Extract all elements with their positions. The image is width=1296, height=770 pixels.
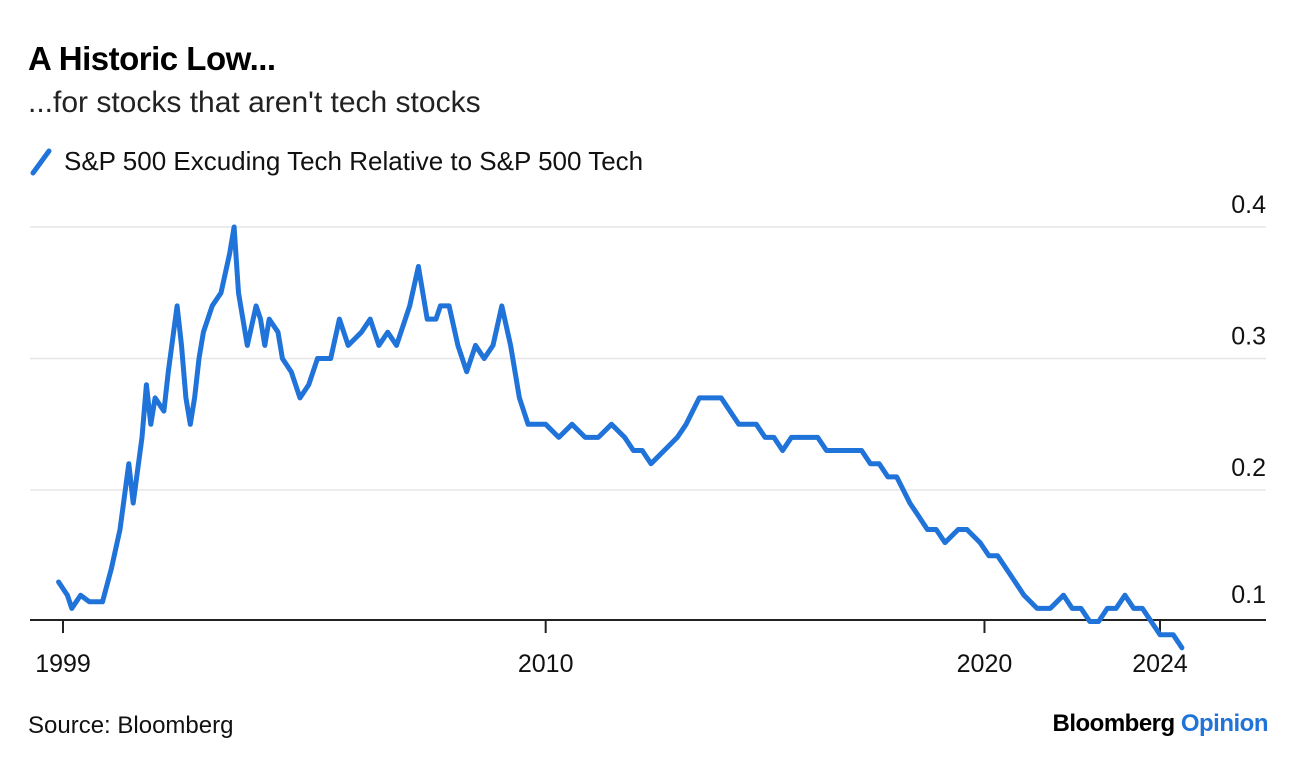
series-layer	[56, 224, 1185, 651]
chart-title: A Historic Low...	[28, 40, 276, 77]
y-axis-labels: 0.4 0.3 0.2 0.1	[1231, 191, 1266, 609]
legend: S&P 500 Excuding Tech Relative to S&P 50…	[30, 146, 643, 177]
line-chart: 0.4 0.3 0.2 0.1 1999 2010 2020 2024	[30, 191, 1266, 678]
chart-subtitle: ...for stocks that aren't tech stocks	[28, 86, 481, 119]
x-tick-label: 1999	[35, 650, 91, 678]
legend-label: S&P 500 Excuding Tech Relative to S&P 50…	[64, 146, 644, 176]
y-tick-label: 0.2	[1231, 454, 1266, 482]
y-tick-label: 0.3	[1231, 323, 1266, 351]
y-tick-label: 0.1	[1231, 581, 1266, 609]
x-tick-label: 2010	[518, 650, 574, 678]
series-line	[56, 224, 1185, 651]
source-note: Source: Bloomberg	[28, 712, 234, 739]
x-axis: 1999 2010 2020 2024	[30, 619, 1266, 678]
line-swatch-icon	[30, 148, 52, 176]
x-tick-label: 2024	[1132, 650, 1188, 678]
brand-accent: Opinion	[1180, 710, 1269, 737]
grid-lines	[30, 226, 1266, 491]
x-tick-label: 2020	[957, 650, 1013, 678]
y-tick-label: 0.4	[1231, 191, 1266, 219]
brand-logo: Bloomberg Opinion	[1053, 710, 1269, 738]
brand-name: Bloomberg	[1052, 710, 1176, 737]
